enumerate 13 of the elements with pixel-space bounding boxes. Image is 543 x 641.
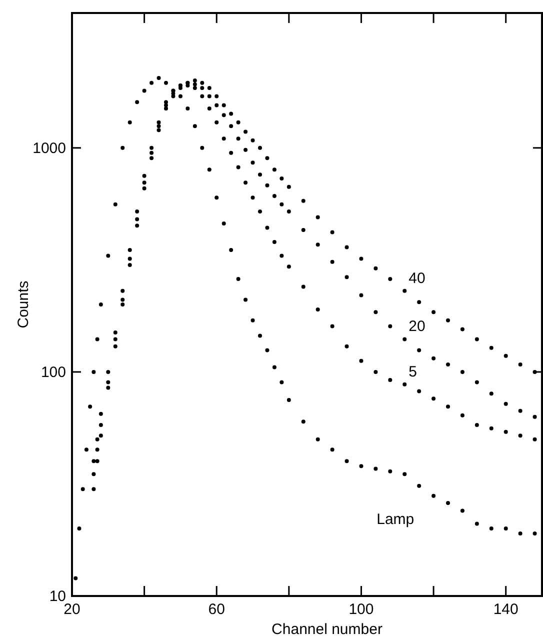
x-tick-label: 20 [64, 601, 80, 618]
y-axis-title: Counts [15, 280, 32, 328]
y-tick-label: 100 [40, 364, 66, 381]
x-tick-label: 100 [348, 601, 374, 618]
y-tick-label: 10 [49, 588, 66, 605]
series-label: 5 [408, 363, 417, 380]
series-label: Lamp [376, 511, 414, 528]
x-tick-label: 140 [493, 601, 518, 618]
series-label: 20 [408, 318, 426, 336]
y-tick-label: 1000 [32, 140, 66, 157]
x-axis-title: Channel number [272, 621, 382, 638]
x-tick-label: 60 [208, 601, 225, 618]
series-label: 40 [408, 270, 426, 287]
